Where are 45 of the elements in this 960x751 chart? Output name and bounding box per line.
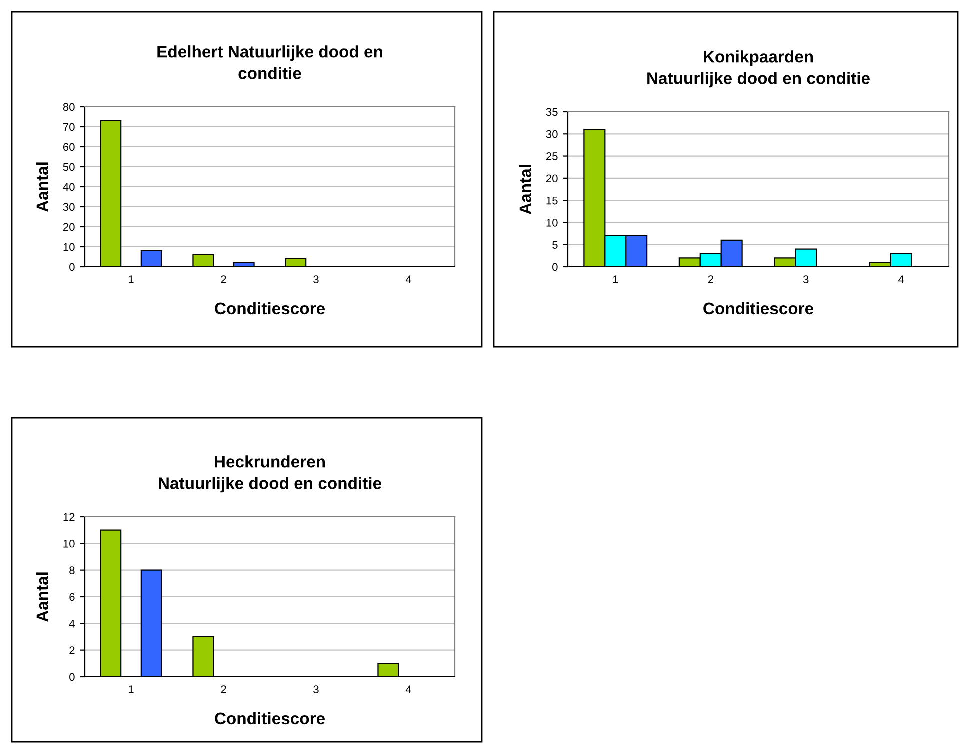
y-tick-label: 10 <box>64 540 75 548</box>
chart-title: Edelhert Natuurlijke dood en conditie <box>158 46 382 80</box>
y-tick-label: 80 <box>63 103 75 112</box>
x-axis-title: Conditiescore <box>704 302 814 315</box>
x-tick-label: 3 <box>803 276 809 284</box>
x-axis-title: Conditiescore <box>215 712 325 725</box>
y-tick-label: 30 <box>63 203 75 212</box>
y-axis-title: Aantal <box>519 165 532 215</box>
x-tick-label: 1 <box>613 276 618 284</box>
y-tick-label: 12 <box>64 513 75 522</box>
y-tick-label: 25 <box>546 152 558 160</box>
y-tick-label: 4 <box>69 620 75 628</box>
y-tick-label: 15 <box>546 196 558 205</box>
x-tick-label: 1 <box>129 686 134 694</box>
y-tick-label: 20 <box>546 174 558 183</box>
y-tick-label: 60 <box>63 143 75 152</box>
y-tick-label: 10 <box>64 243 75 252</box>
x-tick-label: 3 <box>314 276 319 284</box>
y-tick-label: 0 <box>552 263 558 272</box>
y-tick-label: 30 <box>546 130 558 138</box>
y-axis-title: Aantal <box>36 162 49 212</box>
y-tick-label: 10 <box>546 218 558 227</box>
x-tick-label: 2 <box>221 686 226 694</box>
y-tick-label: 5 <box>552 241 558 249</box>
x-tick-label: 4 <box>406 276 412 284</box>
x-tick-label: 2 <box>221 276 226 284</box>
y-tick-label: 40 <box>63 183 75 192</box>
y-tick-label: 6 <box>70 593 75 602</box>
x-axis-title: Conditiescore <box>215 302 325 315</box>
x-tick-label: 3 <box>314 686 319 694</box>
x-tick-label: 4 <box>406 686 412 694</box>
y-tick-label: 0 <box>70 673 75 682</box>
y-tick-label: 20 <box>63 223 75 232</box>
y-tick-label: 50 <box>63 163 75 172</box>
chart-title: Heckrunderen Natuurlijke dood en conditie <box>159 456 382 493</box>
y-tick-label: 35 <box>546 108 558 116</box>
x-tick-label: 4 <box>898 276 904 284</box>
y-tick-label: 0 <box>70 263 75 272</box>
y-tick-label: 70 <box>63 123 75 132</box>
y-axis-title: Aantal <box>36 572 49 622</box>
y-tick-label: 8 <box>70 566 75 574</box>
x-tick-label: 1 <box>129 276 134 284</box>
x-tick-label: 2 <box>708 276 714 284</box>
chart-title: Konikpaarden Natuurlijke dood en conditie <box>648 50 870 88</box>
y-tick-label: 2 <box>70 646 75 654</box>
